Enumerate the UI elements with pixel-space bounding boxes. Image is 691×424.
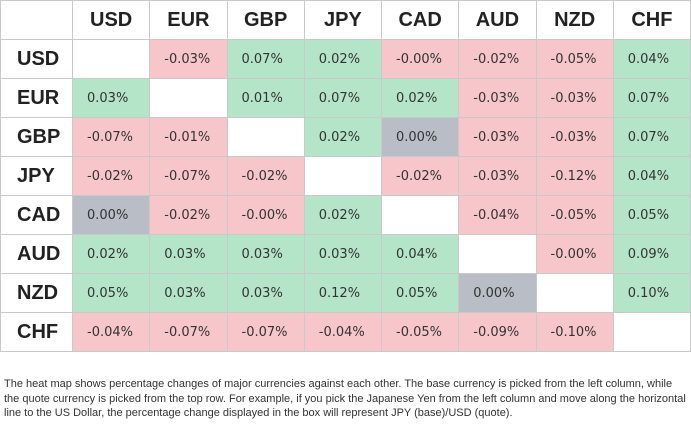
heat-cell: 0.03% — [226, 273, 305, 313]
heat-cell: -0.07% — [149, 312, 228, 352]
heat-cell: -0.09% — [458, 312, 537, 352]
heat-cell: -0.07% — [226, 312, 305, 352]
row-header: AUD — [0, 234, 73, 274]
heat-cell: 0.00% — [380, 117, 460, 157]
heat-cell: -0.00% — [226, 195, 305, 235]
heat-cell: 0.07% — [612, 117, 691, 157]
heat-cell: -0.01% — [149, 117, 228, 157]
column-header: NZD — [535, 0, 614, 40]
heat-cell: -0.03% — [458, 117, 537, 157]
heat-cell: 0.02% — [380, 78, 460, 118]
heat-cell: -0.00% — [380, 39, 460, 79]
table-row: USD -0.03% 0.07% 0.02% -0.00% -0.02% -0.05% 0.0… — [0, 39, 691, 79]
heat-cell: 0.07% — [226, 39, 305, 79]
column-header: EUR — [149, 0, 228, 40]
heat-cell: -0.07% — [149, 156, 228, 196]
heat-cell: 0.10% — [612, 273, 691, 313]
table-row: JPY -0.02% -0.07% -0.02% -0.02% -0.03% -0.12% 0… — [0, 156, 691, 196]
empty-cell — [226, 117, 305, 157]
heat-cell: -0.02% — [149, 195, 228, 235]
heat-cell: -0.04% — [303, 312, 383, 352]
heat-cell: 0.00% — [71, 195, 151, 235]
heat-cell: -0.03% — [458, 156, 537, 196]
heat-cell: -0.03% — [535, 78, 614, 118]
heat-cell: 0.03% — [149, 273, 228, 313]
column-header: CAD — [380, 0, 460, 40]
heat-cell: 0.07% — [612, 78, 691, 118]
column-header: JPY — [303, 0, 383, 40]
heat-cell: 0.02% — [303, 195, 383, 235]
heat-cell: -0.00% — [535, 234, 614, 274]
heat-cell: 0.01% — [226, 78, 305, 118]
row-header: USD — [0, 39, 73, 79]
heat-cell: 0.09% — [612, 234, 691, 274]
heat-cell: -0.03% — [149, 39, 228, 79]
column-header: AUD — [458, 0, 537, 40]
column-header: CHF — [612, 0, 691, 40]
row-header: JPY — [0, 156, 73, 196]
heat-cell: -0.02% — [71, 156, 151, 196]
table-row: GBP -0.07% -0.01% 0.02% 0.00% -0.03% -0.03% 0.0… — [0, 117, 691, 157]
heat-cell: -0.04% — [458, 195, 537, 235]
heat-cell: -0.12% — [535, 156, 614, 196]
heat-cell: 0.03% — [71, 78, 151, 118]
heat-cell: -0.02% — [226, 156, 305, 196]
heat-cell: 0.04% — [612, 156, 691, 196]
empty-cell — [149, 78, 228, 118]
empty-cell — [612, 312, 691, 352]
header-row: USD EUR GBP JPY CAD AUD NZD CHF — [0, 0, 691, 40]
empty-cell — [380, 195, 460, 235]
empty-cell — [71, 39, 151, 79]
heat-cell: 0.07% — [303, 78, 383, 118]
column-header: GBP — [226, 0, 305, 40]
heat-cell: -0.02% — [458, 39, 537, 79]
table-row: EUR 0.03% 0.01% 0.07% 0.02% -0.03% -0.03% 0.07% — [0, 78, 691, 118]
row-header: CHF — [0, 312, 73, 352]
heat-cell: -0.05% — [535, 195, 614, 235]
caption: The heat map shows percentage changes of… — [4, 378, 686, 419]
heat-cell: -0.05% — [380, 312, 460, 352]
row-header: CAD — [0, 195, 73, 235]
heat-cell: 0.03% — [303, 234, 383, 274]
heatmap-table: USD EUR GBP JPY CAD AUD NZD CHF USD -0.03% 0.07% 0.… — [0, 0, 691, 352]
heat-cell: 0.03% — [226, 234, 305, 274]
heat-cell: 0.02% — [71, 234, 151, 274]
heat-cell: 0.04% — [380, 234, 460, 274]
table-row: CHF -0.04% -0.07% -0.07% -0.04% -0.05% -0.09% -… — [0, 312, 691, 352]
heat-cell: -0.02% — [380, 156, 460, 196]
heat-cell: -0.10% — [535, 312, 614, 352]
corner — [0, 0, 73, 40]
row-header: NZD — [0, 273, 73, 313]
empty-cell — [303, 156, 383, 196]
row-header: GBP — [0, 117, 73, 157]
heat-cell: -0.03% — [458, 78, 537, 118]
table-row: CAD 0.00% -0.02% -0.00% 0.02% -0.04% -0.05% 0.0… — [0, 195, 691, 235]
heat-cell: -0.04% — [71, 312, 151, 352]
heat-cell: -0.03% — [535, 117, 614, 157]
heat-cell: 0.00% — [458, 273, 537, 313]
heat-cell: 0.04% — [612, 39, 691, 79]
empty-cell — [535, 273, 614, 313]
heat-cell: 0.02% — [303, 117, 383, 157]
heat-cell: 0.05% — [71, 273, 151, 313]
column-header: USD — [71, 0, 151, 40]
heat-cell: 0.02% — [303, 39, 383, 79]
row-header: EUR — [0, 78, 73, 118]
heat-cell: 0.03% — [149, 234, 228, 274]
heat-cell: 0.12% — [303, 273, 383, 313]
heat-cell: 0.05% — [612, 195, 691, 235]
heat-cell: -0.07% — [71, 117, 151, 157]
heat-cell: 0.05% — [380, 273, 460, 313]
empty-cell — [458, 234, 537, 274]
heat-cell: -0.05% — [535, 39, 614, 79]
table-row: AUD 0.02% 0.03% 0.03% 0.03% 0.04% -0.00% 0.09% — [0, 234, 691, 274]
table-row: NZD 0.05% 0.03% 0.03% 0.12% 0.05% 0.00% 0.10% — [0, 273, 691, 313]
